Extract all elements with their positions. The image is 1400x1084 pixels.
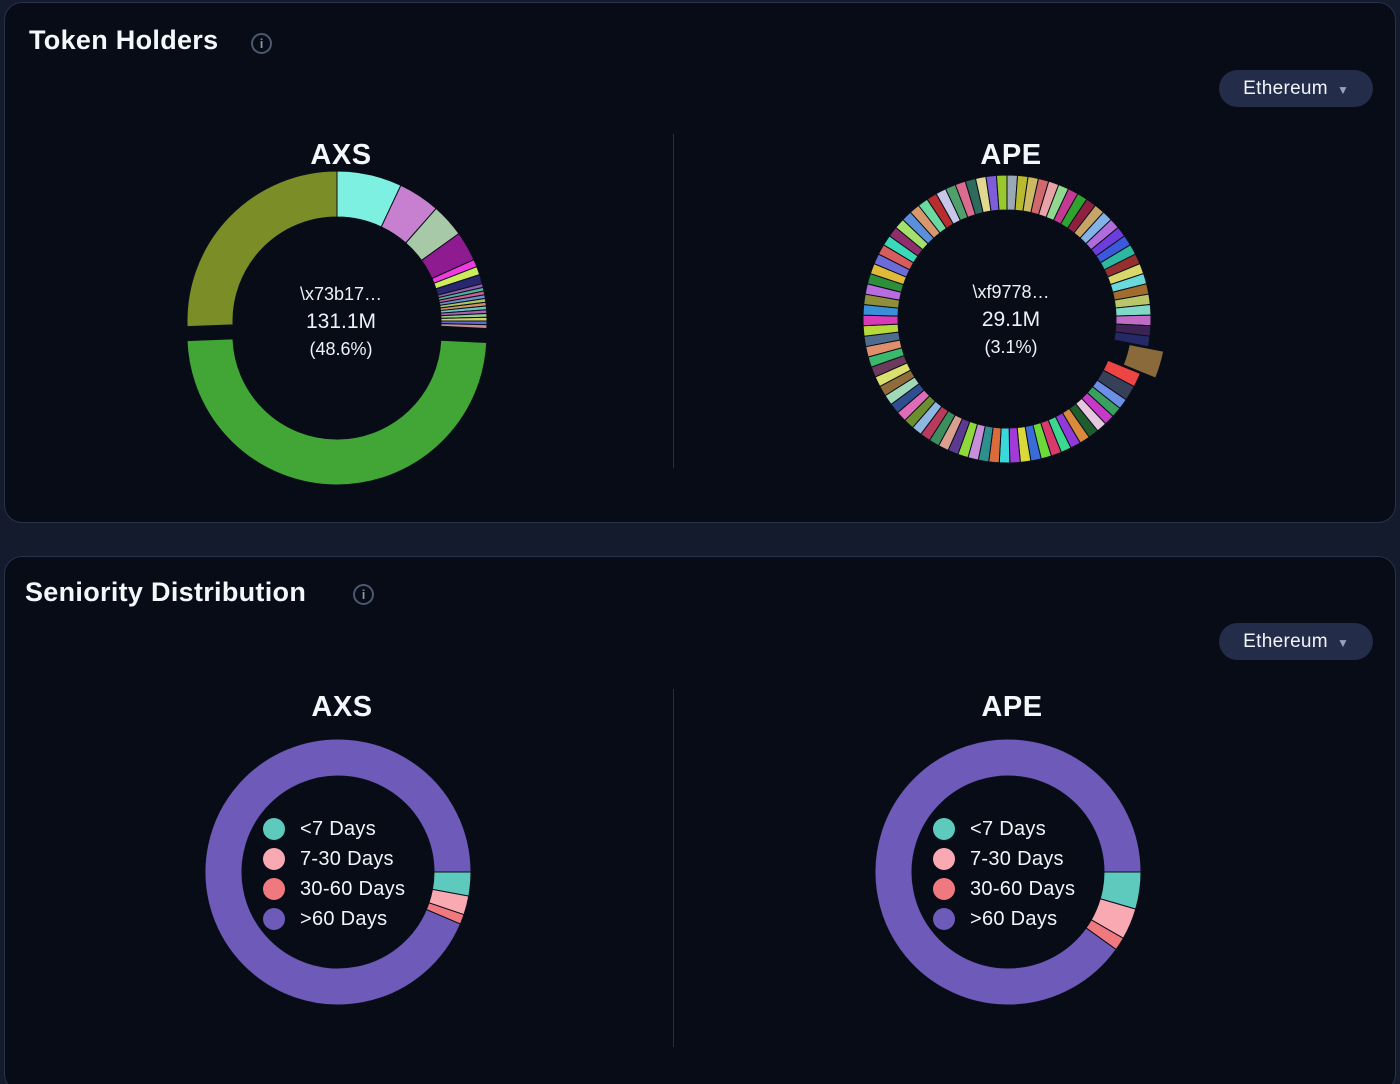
network-dropdown[interactable]: Ethereum ▼ <box>1219 623 1373 660</box>
donut-chart-ape-seniority[interactable] <box>839 703 1177 1041</box>
donut-chart-axs-holders[interactable] <box>151 135 523 507</box>
legend-item: <7 Days <box>263 814 405 844</box>
donut-chart-ape-holders[interactable] <box>827 139 1187 499</box>
center-label-axs: \x73b17… 131.1M (48.6%) <box>231 281 451 362</box>
holder-address: \x73b17… <box>299 284 383 304</box>
seniority-title: Seniority Distribution <box>25 577 307 607</box>
legend-swatch <box>263 818 285 840</box>
center-label-ape: \xf9778… 29.1M (3.1%) <box>901 279 1121 360</box>
info-icon[interactable]: i <box>251 33 272 54</box>
legend-swatch <box>933 848 955 870</box>
holder-address: \xf9778… <box>972 282 1050 302</box>
holder-percent: (3.1%) <box>984 337 1038 357</box>
network-dropdown-label: Ethereum <box>1243 630 1328 652</box>
seniority-distribution-panel: Seniority Distribution i Ethereum ▼ AXS … <box>4 556 1396 1084</box>
legend-item: >60 Days <box>263 904 405 934</box>
network-dropdown-label: Ethereum <box>1243 77 1328 99</box>
legend-item: <7 Days <box>933 814 1075 844</box>
vertical-divider <box>673 689 674 1047</box>
legend-item: 7-30 Days <box>933 844 1075 874</box>
token-holders-panel: Token Holders i Ethereum ▼ AXS APE \x73b… <box>4 2 1396 523</box>
chart-title-axs-seniority: AXS <box>311 691 373 723</box>
legend-swatch <box>263 908 285 930</box>
legend-swatch <box>263 848 285 870</box>
seniority-legend-axs: <7 Days 7-30 Days 30-60 Days >60 Days <box>263 814 405 934</box>
legend-swatch <box>933 878 955 900</box>
token-holders-title: Token Holders <box>29 25 219 55</box>
donut-chart-axs-seniority[interactable] <box>169 703 507 1041</box>
chevron-down-icon: ▼ <box>1336 635 1349 650</box>
legend-item: 30-60 Days <box>933 874 1075 904</box>
chart-title-axs-holders: AXS <box>310 139 372 171</box>
holder-percent: (48.6%) <box>309 339 373 359</box>
info-icon-glyph: i <box>259 36 264 51</box>
chart-title-ape-seniority: APE <box>981 691 1043 723</box>
holder-amount: 131.1M <box>305 310 377 333</box>
holder-amount: 29.1M <box>981 308 1041 331</box>
legend-item: 30-60 Days <box>263 874 405 904</box>
network-dropdown[interactable]: Ethereum ▼ <box>1219 70 1373 107</box>
legend-item: >60 Days <box>933 904 1075 934</box>
chart-title-ape-holders: APE <box>980 139 1042 171</box>
legend-swatch <box>933 908 955 930</box>
vertical-divider <box>673 134 674 468</box>
legend-item: 7-30 Days <box>263 844 405 874</box>
seniority-legend-ape: <7 Days 7-30 Days 30-60 Days >60 Days <box>933 814 1075 934</box>
legend-swatch <box>263 878 285 900</box>
info-icon[interactable]: i <box>353 584 374 605</box>
info-icon-glyph: i <box>361 587 366 602</box>
chevron-down-icon: ▼ <box>1336 82 1349 97</box>
legend-swatch <box>933 818 955 840</box>
